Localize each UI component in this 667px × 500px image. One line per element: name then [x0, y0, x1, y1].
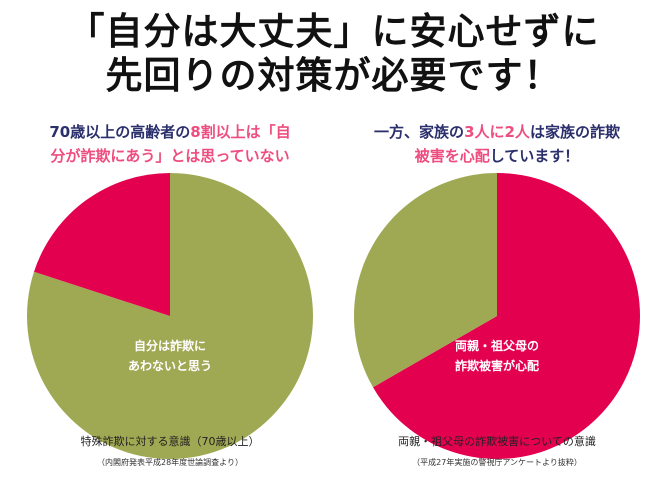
pie-slice	[353, 173, 497, 388]
right-heading-b: 3人に2人	[464, 123, 530, 141]
slice-label: 自分は詐欺に	[134, 338, 206, 353]
right-heading: 一方、家族の3人に2人は家族の詐欺 被害を心配しています！	[347, 120, 647, 168]
pie-slice	[26, 173, 314, 459]
left-heading: 70歳以上の高齢者の8割以上は「自 分が詐欺にあう」とは思っていない	[20, 120, 320, 168]
right-heading-d: 被害を心配	[414, 147, 490, 165]
left-source: （内閣府発表平成28年度世論調査より）	[96, 458, 244, 467]
right-caption: 両親・祖父母の詐欺被害についての意識	[398, 435, 596, 448]
slice-label: 詐欺被害が心配	[455, 358, 539, 373]
right-heading-e: しています！	[489, 147, 580, 165]
slice-label: あわないと思う	[128, 359, 212, 373]
right-heading-a: 一方、家族の	[374, 123, 465, 141]
main-title-line1: 「自分は大丈夫」に安心せずに	[67, 10, 600, 53]
main-title-line2: 先回りの対策が必要です！	[105, 54, 562, 97]
right-heading-c: は家族の詐欺	[529, 123, 620, 141]
right-source: （平成27年実施の警視庁アンケートより抜粋）	[412, 458, 582, 467]
left-heading-c: 分が詐欺にあう」とは思っていない	[50, 147, 290, 165]
left-caption: 特殊詐欺に対する意識（70歳以上）	[80, 435, 260, 448]
pie-slice	[373, 173, 640, 459]
left-heading-b: 8割以上は「自	[190, 123, 291, 141]
slice-label: 両親・祖父母の	[455, 338, 539, 353]
left-heading-a: 70歳以上の高齢者の	[49, 123, 191, 141]
pie-slice	[33, 173, 170, 316]
